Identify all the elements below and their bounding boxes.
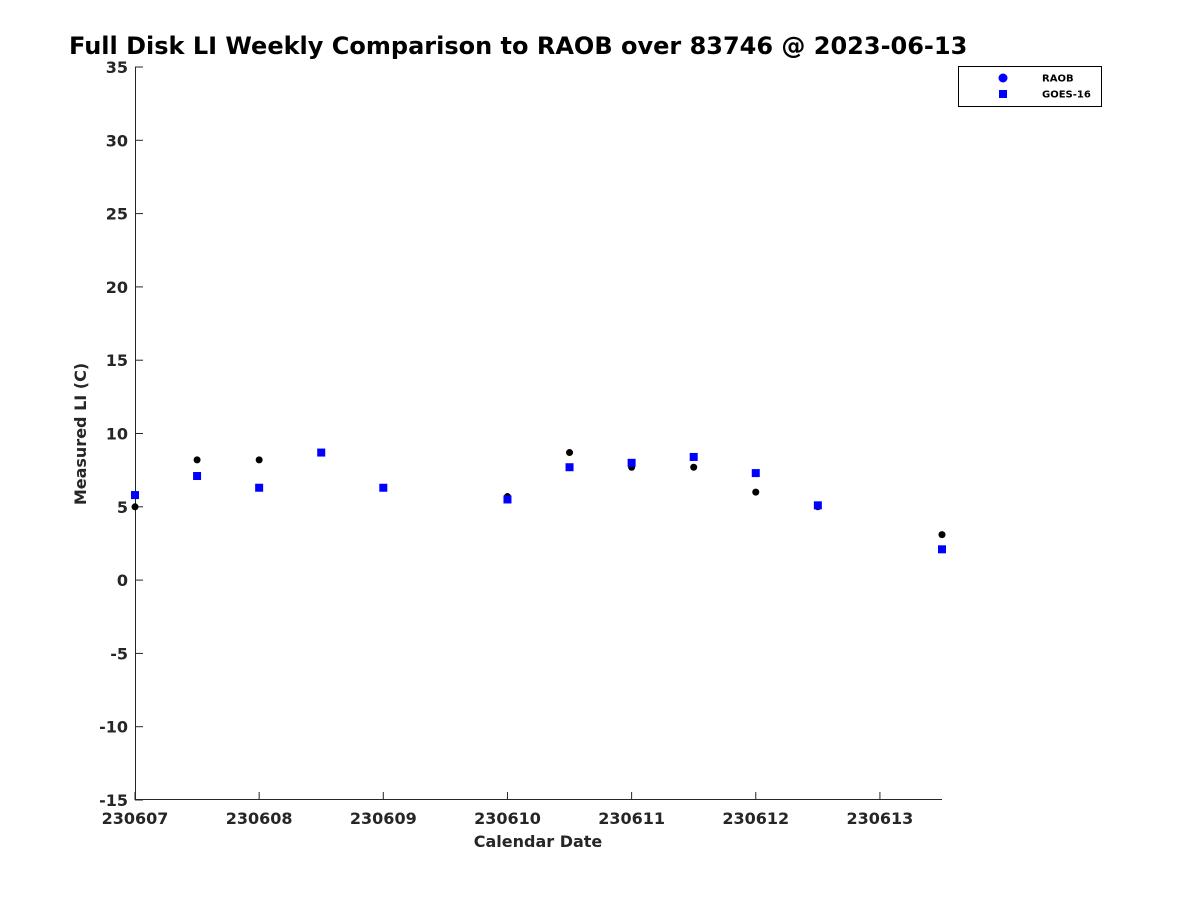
y-tick-label: 30 (106, 131, 128, 150)
raob-point (193, 456, 201, 464)
y-tick-label: 0 (117, 571, 128, 590)
x-axis-label: Calendar Date (474, 832, 603, 851)
raob-point (752, 488, 760, 496)
goes-16-point (317, 448, 326, 457)
y-tick-label: -5 (110, 644, 128, 663)
data-points (131, 448, 946, 554)
goes-16-point (131, 491, 139, 500)
legend-marker-goes-16 (999, 90, 1007, 98)
y-tick-label: 25 (106, 205, 128, 224)
legend-box (958, 66, 1102, 107)
raob-point (938, 531, 946, 539)
chart-title: Full Disk LI Weekly Comparison to RAOB o… (69, 32, 967, 60)
legend-marker-raob (998, 73, 1008, 83)
goes-16-point (938, 545, 946, 554)
raob-point (255, 456, 263, 464)
raob-point (690, 463, 698, 471)
y-tick-label: -10 (99, 718, 128, 737)
x-tick-label: 230609 (350, 809, 417, 828)
goes-16-point (813, 501, 822, 510)
raob-point (131, 503, 139, 511)
x-tick-group: 230607 230608 230609 230610 230611 230612 2306… (102, 792, 914, 828)
x-tick-label: 230613 (847, 809, 914, 828)
x-tick-label: 230610 (474, 809, 541, 828)
x-tick-label: 230612 (722, 809, 789, 828)
goes-16-point (751, 469, 760, 478)
goes-16-point (565, 463, 574, 472)
goes-16-point (193, 472, 202, 481)
x-tick-label: 230608 (226, 809, 293, 828)
y-tick-label: 20 (106, 278, 128, 297)
y-tick-label: 10 (106, 425, 128, 444)
y-tick-group: 35 30 25 20 15 10 5 0 -5 -10 -15 (99, 58, 143, 810)
legend: RAOB GOES-16 (958, 66, 1102, 107)
x-tick-label: 230611 (598, 809, 665, 828)
raob-point (566, 449, 574, 457)
goes-16-point (689, 452, 698, 461)
x-tick-label: 230607 (102, 809, 169, 828)
goes-16-point (379, 483, 388, 492)
legend-label-raob: RAOB (1042, 74, 1074, 85)
legend-label-goes-16: GOES-16 (1042, 90, 1091, 101)
goes-16-point (503, 495, 512, 504)
y-tick-label: 35 (106, 58, 128, 77)
goes-16-point (627, 458, 636, 467)
y-tick-label: 5 (117, 498, 128, 517)
y-tick-label: 15 (106, 351, 128, 370)
goes-16-point (255, 483, 264, 492)
y-tick-label: -15 (99, 791, 128, 810)
y-axis-label: Measured LI (C) (71, 363, 90, 505)
